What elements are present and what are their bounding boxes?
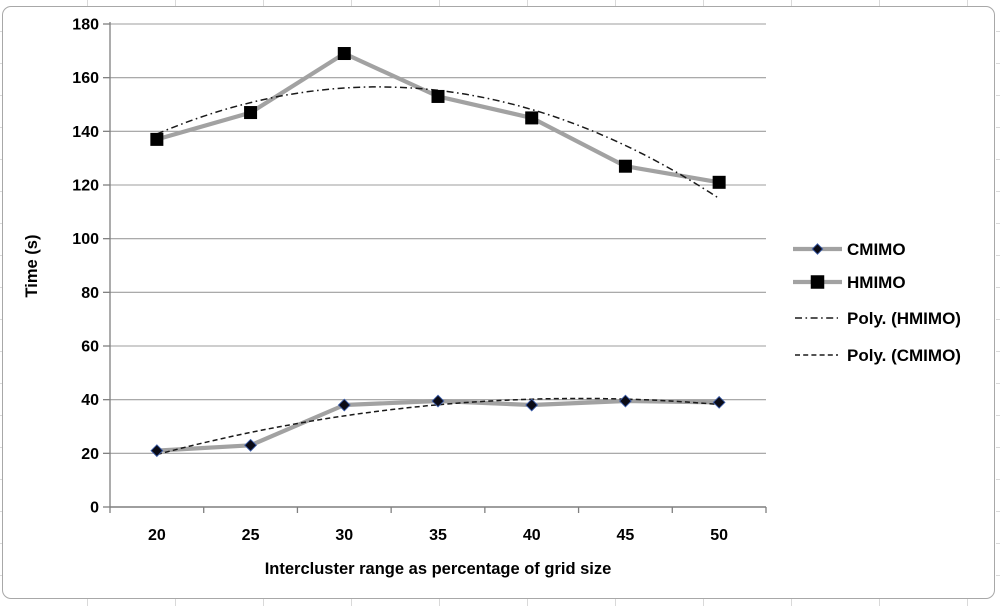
diamond-marker-icon xyxy=(712,395,726,409)
y-tick-label: 40 xyxy=(81,392,99,409)
diamond-marker-icon xyxy=(811,243,824,255)
legend-item: HMIMO xyxy=(793,273,906,292)
square-marker-icon xyxy=(525,111,539,125)
y-axis-title: Time (s) xyxy=(23,235,41,298)
chart-object-frame xyxy=(2,6,995,599)
x-tick-label: 45 xyxy=(617,527,635,544)
square-marker-icon xyxy=(337,47,351,61)
y-tick-label: 120 xyxy=(72,178,99,195)
y-tick-label: 20 xyxy=(81,446,99,463)
square-marker-icon xyxy=(150,132,164,146)
square-marker-icon xyxy=(712,175,726,189)
y-tick-label: 160 xyxy=(72,70,99,87)
legend-item: CMIMO xyxy=(793,240,906,259)
y-tick-label: 0 xyxy=(90,500,99,517)
x-tick-label: 20 xyxy=(148,527,166,544)
diamond-marker-icon xyxy=(150,444,164,458)
legend-label: CMIMO xyxy=(847,240,906,259)
series-line-cmimo xyxy=(154,398,722,453)
square-marker-icon xyxy=(431,89,445,103)
y-tick-label: 80 xyxy=(81,285,99,302)
legend-label: HMIMO xyxy=(847,273,906,292)
diamond-marker-icon xyxy=(618,394,632,408)
legend-item: Poly. (HMIMO) xyxy=(795,309,961,328)
diamond-marker-icon xyxy=(431,394,445,408)
legend-label: Poly. (CMIMO) xyxy=(847,346,961,365)
square-marker-icon xyxy=(810,275,825,289)
x-tick-label: 35 xyxy=(429,527,447,544)
y-tick-label: 140 xyxy=(72,124,99,141)
y-tick-label: 100 xyxy=(72,231,99,248)
square-marker-icon xyxy=(618,159,632,173)
x-tick-label: 50 xyxy=(710,527,728,544)
x-tick-label: 25 xyxy=(242,527,260,544)
x-axis-title: Intercluster range as percentage of grid… xyxy=(265,560,612,578)
diamond-marker-icon xyxy=(337,398,351,412)
series-line-hmimo xyxy=(154,51,722,185)
y-tick-label: 180 xyxy=(72,17,99,34)
y-tick-label: 60 xyxy=(81,339,99,356)
x-tick-label: 40 xyxy=(523,527,541,544)
legend-item: Poly. (CMIMO) xyxy=(795,346,961,365)
square-marker-icon xyxy=(244,106,258,120)
legend-label: Poly. (HMIMO) xyxy=(847,309,961,328)
diamond-marker-icon xyxy=(525,398,539,412)
diamond-marker-icon xyxy=(244,438,258,452)
trendline-hmimo xyxy=(156,86,720,200)
x-tick-label: 30 xyxy=(335,527,353,544)
